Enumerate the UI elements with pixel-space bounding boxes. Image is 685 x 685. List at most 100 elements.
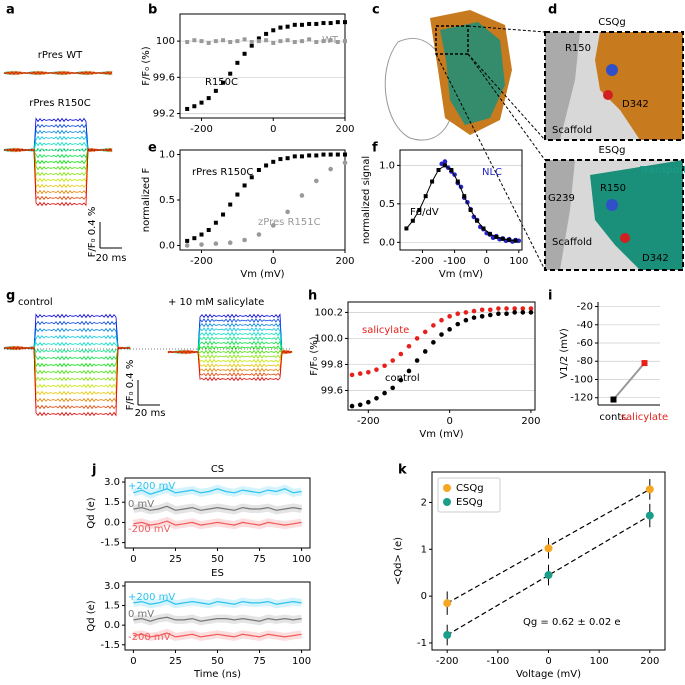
scale-label: 20 ms (96, 253, 127, 264)
trace (167, 327, 293, 355)
point (479, 314, 485, 319)
x-tick-label: 0 (130, 656, 136, 667)
point (256, 232, 262, 237)
point (463, 310, 469, 315)
y-tick-label: 3.0 (104, 477, 120, 488)
panel-label: d (548, 3, 557, 18)
line (133, 616, 302, 622)
y-tick-label: 0.5 (379, 199, 395, 210)
x-tick-label: salicylate (621, 412, 668, 423)
series-label: rPres R150C (192, 167, 253, 178)
trace (3, 345, 131, 389)
point (430, 179, 435, 184)
point (645, 485, 654, 494)
point (328, 152, 333, 157)
zoom-box (435, 25, 469, 55)
y-tick-label: 0.0 (104, 620, 120, 631)
x-tick-label: 25 (169, 656, 182, 667)
point (328, 38, 333, 43)
x-tick-label: -200 (190, 256, 213, 267)
point (299, 39, 304, 44)
x-tick-label: 75 (253, 554, 266, 565)
zoom-line (467, 53, 546, 141)
x-tick-label: -100 (486, 656, 509, 667)
point (278, 39, 283, 44)
trace (3, 70, 113, 76)
point (496, 306, 501, 311)
point (544, 571, 553, 580)
point (641, 360, 648, 367)
point (242, 237, 247, 243)
point (314, 40, 319, 45)
point (423, 194, 428, 199)
point (475, 218, 480, 223)
scale-label: F/F₀ 0.4 % (87, 207, 98, 258)
trace (167, 318, 293, 355)
chart-title: CS (211, 464, 224, 475)
panel-label: j (91, 463, 96, 478)
x-tick-label: 200 (521, 416, 540, 427)
y-axis-label: F/F₀ (%) (141, 46, 152, 85)
x-axis-label: Vm (mV) (439, 269, 483, 280)
x-tick-label: -200 (190, 124, 213, 135)
x-tick-label: 200 (335, 256, 354, 267)
point (481, 226, 486, 231)
trace (3, 345, 131, 410)
line (133, 488, 302, 495)
domain-label: Transport (639, 165, 685, 176)
y-tick-label: 100.2 (314, 307, 343, 318)
y-tick-label: 99.2 (153, 108, 175, 119)
point (206, 40, 211, 45)
y-axis-label: Qd (e) (86, 497, 97, 528)
point (228, 71, 233, 76)
zoom-title: CSQg (598, 17, 626, 28)
point (271, 28, 276, 33)
scaffold-shape (545, 32, 580, 140)
domain-label: Scaffold (552, 237, 592, 248)
series-label: NLC (482, 167, 502, 178)
y-tick-label: 1 (421, 544, 427, 555)
y-tick-label: 100.0 (314, 333, 343, 344)
point (307, 21, 312, 26)
x-axis-label: Time (ns) (193, 669, 241, 680)
point (235, 39, 240, 44)
x-tick-label: -200 (357, 416, 380, 427)
panel-label: i (548, 289, 552, 304)
point (343, 39, 347, 44)
point (256, 39, 261, 44)
scaffold-shape (545, 160, 575, 270)
residue-label: R150 (565, 43, 591, 54)
point (382, 363, 387, 369)
point (185, 106, 190, 111)
y-tick-label: -1 (417, 638, 427, 649)
series-label: WT (322, 35, 339, 46)
series-label: Fd/dV (410, 207, 439, 218)
point (256, 168, 261, 172)
y-axis-label: V1/2 (mV) (559, 328, 570, 379)
x-tick-label: 0 (545, 656, 551, 667)
transport-teal (440, 22, 505, 125)
point (471, 315, 477, 320)
point (199, 232, 204, 237)
legend-label: CSQg (456, 483, 484, 494)
trace-label: + 10 mM salicylate (168, 297, 264, 308)
point (335, 152, 340, 157)
trace (167, 349, 293, 377)
point (382, 390, 387, 396)
point (213, 241, 219, 246)
point (206, 96, 211, 101)
trace (3, 345, 131, 368)
y-axis-label: F/F₀ (%) (309, 336, 320, 375)
point (507, 238, 512, 242)
point (520, 306, 526, 311)
y-tick-label: 99.6 (153, 72, 175, 83)
point (192, 236, 197, 241)
point (455, 179, 460, 184)
point (442, 159, 448, 164)
y-axis-label: Qd (e) (86, 600, 97, 631)
x-tick-label: 0 (270, 124, 276, 135)
point (374, 367, 379, 372)
y-tick-label: -100 (570, 374, 593, 385)
x-axis-label: Voltage (mV) (516, 669, 581, 680)
